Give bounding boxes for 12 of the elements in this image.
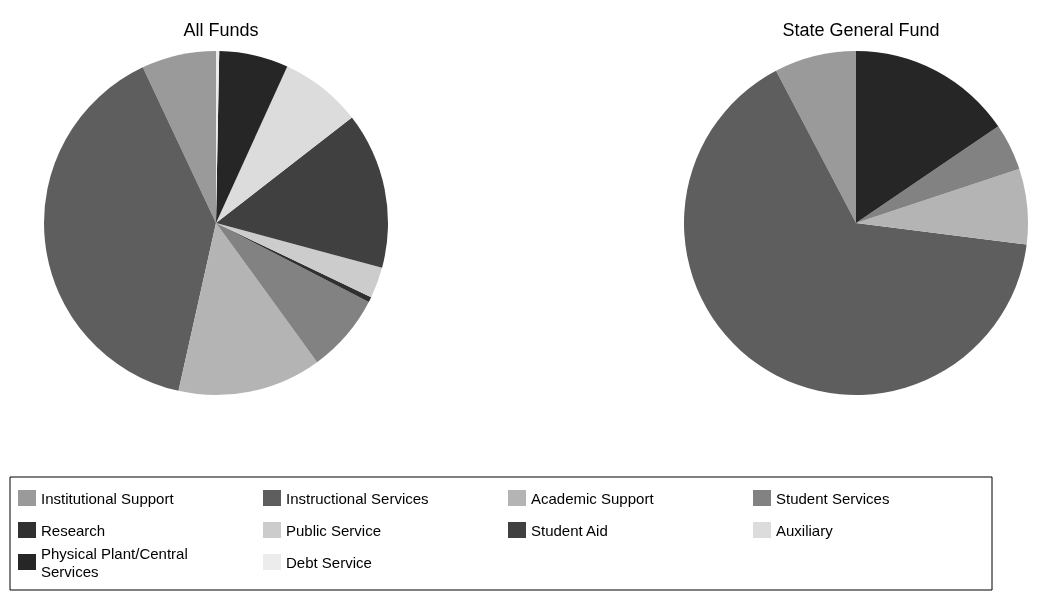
legend-label: Institutional Support [41, 489, 175, 507]
legend-label: Instructional Services [286, 489, 429, 507]
slice-label: State General Fund [782, 20, 940, 40]
legend-label: Auxiliary [776, 521, 834, 539]
legend-label: Public Service [286, 521, 382, 539]
legend-label: Physical Plant/Central Services [41, 544, 192, 580]
legend-label: Debt Service [286, 553, 372, 571]
legend-label: Student Aid [531, 521, 608, 539]
legend-label: Research [41, 521, 106, 539]
legend-label: Student Services [776, 489, 890, 507]
slice-label: All Funds [183, 20, 259, 40]
legend-label: Academic Support [531, 489, 655, 507]
